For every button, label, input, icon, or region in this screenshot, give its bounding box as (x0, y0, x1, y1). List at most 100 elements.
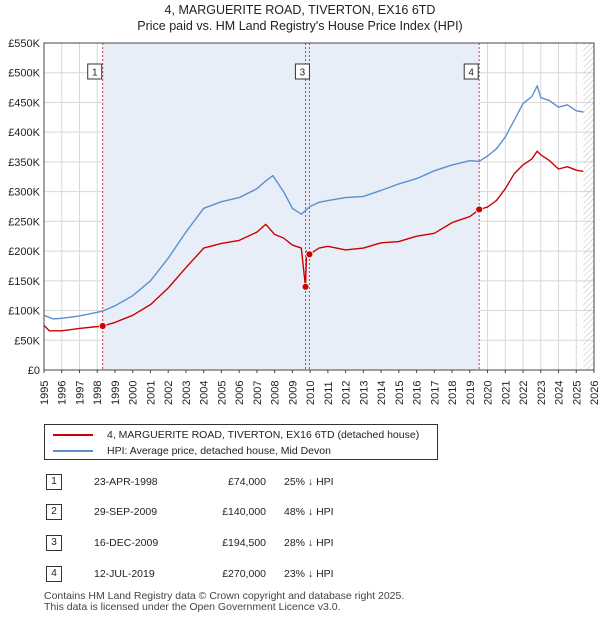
sale-hpi-diff: 28% ↓ HPI (284, 537, 334, 549)
sale-number-badge: 3 (46, 535, 62, 551)
y-tick-label: £50K (14, 335, 40, 347)
sale-date: 29-SEP-2009 (94, 506, 158, 518)
sale-date: 16-DEC-2009 (94, 537, 159, 549)
footer-line2: This data is licensed under the Open Gov… (44, 601, 341, 613)
x-tick-label: 2002 (163, 381, 175, 405)
x-tick-label: 2003 (181, 381, 193, 405)
x-tick-label: 2020 (483, 381, 495, 405)
chart-title-line1: 4, MARGUERITE ROAD, TIVERTON, EX16 6TD (164, 3, 436, 17)
footer-line1: Contains HM Land Registry data © Crown c… (44, 590, 405, 602)
sale-point (301, 282, 310, 291)
legend: 4, MARGUERITE ROAD, TIVERTON, EX16 6TD (… (44, 424, 438, 460)
sale-number-badge: 4 (46, 566, 62, 582)
x-tick-label: 1999 (110, 381, 122, 405)
sale-row: 3 16-DEC-2009 £194,500 28% ↓ HPI (0, 531, 600, 555)
legend-swatch-property (53, 434, 93, 437)
x-tick-label: 2006 (234, 381, 246, 405)
x-tick-label: 2021 (500, 381, 512, 405)
x-tick-label: 2023 (536, 381, 548, 405)
x-tick-label: 1995 (39, 381, 51, 405)
x-tick-label: 2001 (145, 381, 157, 405)
legend-label-hpi: HPI: Average price, detached house, Mid … (107, 445, 331, 457)
x-tick-label: 2010 (305, 381, 317, 405)
legend-swatch-hpi (53, 450, 93, 453)
x-tick-label: 2005 (216, 381, 228, 405)
price-chart: 1 3 4 £0 £50K £100K £150K £200K £250K £300K £350K… (8, 38, 600, 405)
sale-price: £140,000 (222, 506, 266, 518)
x-tick-label: 2017 (429, 381, 441, 405)
sale-points (98, 205, 484, 330)
x-tick-label: 2009 (287, 381, 299, 405)
sale-hpi-diff: 23% ↓ HPI (284, 568, 334, 580)
x-tick-label: 2016 (412, 381, 424, 405)
chart-sale-badges: 1 3 4 (87, 63, 479, 80)
legend-item-hpi: HPI: Average price, detached house, Mid … (53, 443, 331, 459)
x-tick-label: 1998 (92, 381, 104, 405)
sale-hpi-diff: 48% ↓ HPI (284, 506, 334, 518)
sale-row: 2 29-SEP-2009 £140,000 48% ↓ HPI (0, 500, 600, 524)
y-tick-label: £100K (8, 306, 40, 318)
property-series-line (43, 150, 584, 332)
chart-badge-label: 3 (300, 68, 306, 79)
y-tick-label: £400K (8, 127, 40, 139)
x-tick-label: 2018 (447, 381, 459, 405)
chart-badge: 3 (294, 63, 310, 80)
y-tick-label: £550K (8, 38, 40, 50)
y-tick-label: £0 (28, 365, 40, 377)
x-axis: 1995 1996 1997 1998 1999 2000 2001 2002 2003 2004… (39, 370, 600, 405)
chart-badge-box (463, 63, 479, 80)
sale-number-badge: 2 (46, 504, 62, 520)
sale-row: 1 23-APR-1998 £74,000 25% ↓ HPI (0, 470, 600, 494)
x-tick-label: 2014 (376, 381, 388, 405)
y-tick-label: £350K (8, 157, 40, 169)
x-tick-label: 2022 (518, 381, 530, 405)
chart-badge: 4 (463, 63, 479, 80)
x-tick-label: 2013 (358, 381, 370, 405)
sale-price: £270,000 (222, 568, 266, 580)
chart-badge-label: 1 (92, 68, 98, 79)
x-tick-label: 2000 (128, 381, 140, 405)
sale-point (475, 205, 484, 214)
y-tick-label: £450K (8, 97, 40, 109)
legend-item-property: 4, MARGUERITE ROAD, TIVERTON, EX16 6TD (… (53, 427, 419, 443)
y-tick-label: £150K (8, 276, 40, 288)
x-tick-label: 2026 (589, 381, 600, 405)
sale-marker-lines (102, 43, 480, 370)
chart-badge: 1 (87, 63, 103, 80)
sale-number-badge: 1 (46, 474, 62, 490)
x-tick-label: 1996 (57, 381, 69, 405)
chart-badge-label: 4 (468, 68, 474, 79)
x-tick-label: 2015 (394, 381, 406, 405)
x-tick-label: 2008 (270, 381, 282, 405)
chart-badge-box (87, 63, 103, 80)
footer-attribution: Contains HM Land Registry data © Crown c… (44, 591, 584, 613)
plot-border (43, 42, 595, 371)
sale-price: £74,000 (228, 476, 266, 488)
sale-date: 12-JUL-2019 (94, 568, 155, 580)
sale-point (305, 250, 314, 259)
x-tick-label: 2011 (323, 381, 335, 405)
chart-title-line2: Price paid vs. HM Land Registry's House … (137, 19, 463, 33)
sale-hpi-diff: 25% ↓ HPI (284, 476, 334, 488)
y-axis: £0 £50K £100K £150K £200K £250K £300K £350K £400… (8, 38, 40, 377)
chart-title: 4, MARGUERITE ROAD, TIVERTON, EX16 6TD P… (0, 2, 600, 34)
x-tick-label: 2024 (554, 381, 566, 405)
series-lines (43, 85, 584, 332)
hpi-series-line (43, 85, 584, 320)
sale-date: 23-APR-1998 (94, 476, 158, 488)
chart-badge-box (294, 63, 310, 80)
x-tick-label: 2019 (465, 381, 477, 405)
x-tick-label: 1997 (74, 381, 86, 405)
x-tick-label: 2007 (252, 381, 264, 405)
sale-point (98, 322, 107, 330)
y-tick-label: £250K (8, 216, 40, 228)
x-tick-label: 2004 (199, 381, 211, 405)
x-tick-label: 2025 (571, 381, 583, 405)
x-tick-label: 2012 (341, 381, 353, 405)
y-tick-label: £300K (8, 187, 40, 199)
legend-label-property: 4, MARGUERITE ROAD, TIVERTON, EX16 6TD (… (107, 429, 420, 441)
y-tick-label: £500K (8, 68, 40, 80)
y-tick-label: £200K (8, 246, 40, 258)
sale-row: 4 12-JUL-2019 £270,000 23% ↓ HPI (0, 562, 600, 586)
future-hatched-region (583, 43, 594, 370)
